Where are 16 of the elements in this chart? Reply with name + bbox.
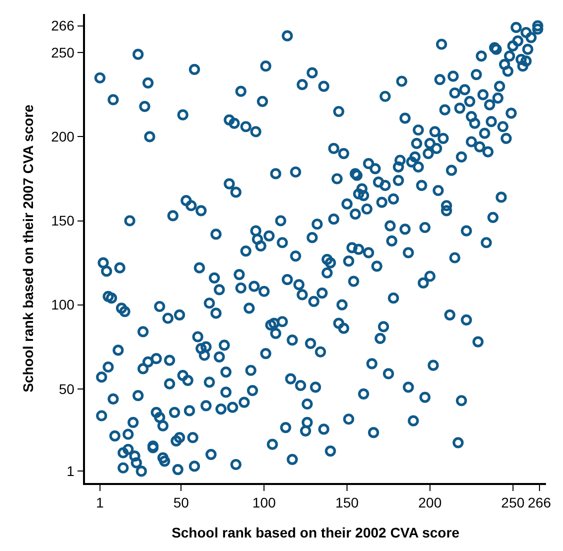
x-tick-label: 1 [96,494,104,511]
y-tick-label: 1 [66,463,75,480]
y-axis-title: School rank based on their 2007 CVA score [20,104,36,392]
y-tick-label: 250 [51,44,75,61]
x-tick-label: 266 [528,494,552,511]
x-tick-label: 100 [252,494,276,511]
y-tick-label: 50 [58,380,75,397]
y-tick-label: 200 [51,128,75,145]
x-tick-label: 200 [418,494,442,511]
x-axis-title: School rank based on their 2002 CVA score [172,524,460,540]
y-tick-label: 100 [51,296,75,313]
x-tick-label: 250 [501,494,525,511]
x-tick-label: 50 [173,494,190,511]
y-tick-label: 150 [51,212,75,229]
x-tick-label: 150 [335,494,359,511]
y-tick-label: 266 [51,18,75,34]
